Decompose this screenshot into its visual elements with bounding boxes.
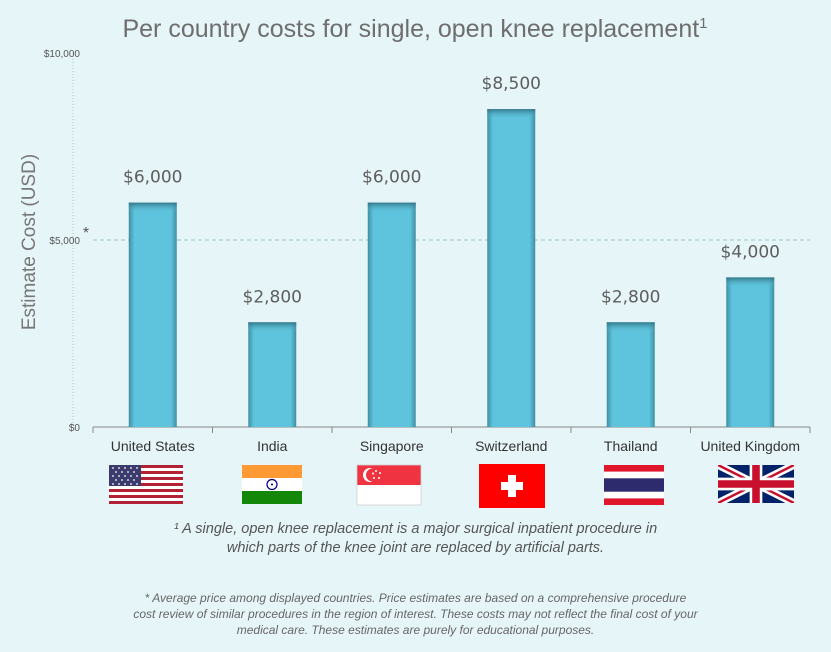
category-label: United Kingdom bbox=[700, 438, 800, 454]
bar-top-shade bbox=[367, 202, 416, 213]
category-label: United States bbox=[111, 438, 195, 454]
bar bbox=[726, 277, 775, 427]
footnote-disclaimer: * Average price among displayed countrie… bbox=[0, 590, 831, 638]
y-tick-label: $5,000 bbox=[49, 236, 80, 247]
india-flag-icon bbox=[242, 465, 302, 504]
y-tick-label: $10,000 bbox=[44, 49, 81, 60]
footnote-definition: ¹ A single, open knee replacement is a m… bbox=[0, 520, 831, 558]
data-label: $4,000 bbox=[721, 242, 780, 262]
bar-top-shade bbox=[128, 202, 177, 213]
data-label: $2,800 bbox=[243, 287, 302, 307]
bar-top-shade bbox=[726, 277, 775, 288]
category-label: Thailand bbox=[604, 438, 658, 454]
uk-flag-icon bbox=[718, 465, 794, 503]
us-flag-icon bbox=[109, 465, 183, 504]
footnote-line: medical care. These estimates are purely… bbox=[236, 623, 595, 637]
footnote-line: which parts of the knee joint are replac… bbox=[226, 540, 605, 556]
category-label: Singapore bbox=[360, 438, 424, 454]
title-superscript: 1 bbox=[699, 15, 707, 32]
data-label: $8,500 bbox=[482, 74, 541, 94]
category-label: India bbox=[257, 438, 288, 454]
singapore-flag-icon bbox=[356, 464, 422, 506]
y-axis-label: Estimate Cost (USD) bbox=[19, 154, 40, 330]
footnote-line: ¹ A single, open knee replacement is a m… bbox=[173, 521, 658, 537]
y-tick-label: $0 bbox=[69, 423, 81, 434]
bar-top-shade bbox=[487, 109, 536, 120]
reference-marker: * bbox=[83, 225, 89, 242]
thailand-flag-icon bbox=[604, 465, 664, 505]
data-label: $2,800 bbox=[601, 287, 660, 307]
switzerland-flag-icon bbox=[479, 464, 545, 508]
chart-title: Per country costs for single, open knee … bbox=[122, 15, 707, 43]
data-label: $6,000 bbox=[362, 168, 421, 188]
footnote-line: cost review of similar procedures in the… bbox=[133, 607, 698, 621]
data-label: $6,000 bbox=[123, 168, 182, 188]
footnote-line: * Average price among displayed countrie… bbox=[144, 591, 687, 605]
chart: Per country costs for single, open knee … bbox=[19, 15, 811, 508]
bar bbox=[367, 202, 416, 427]
bar bbox=[128, 202, 177, 427]
bar bbox=[606, 322, 655, 427]
bar-top-shade bbox=[606, 322, 655, 333]
bar bbox=[248, 322, 297, 427]
bar bbox=[487, 109, 536, 427]
bar-top-shade bbox=[248, 322, 297, 333]
category-label: Switzerland bbox=[475, 438, 547, 454]
